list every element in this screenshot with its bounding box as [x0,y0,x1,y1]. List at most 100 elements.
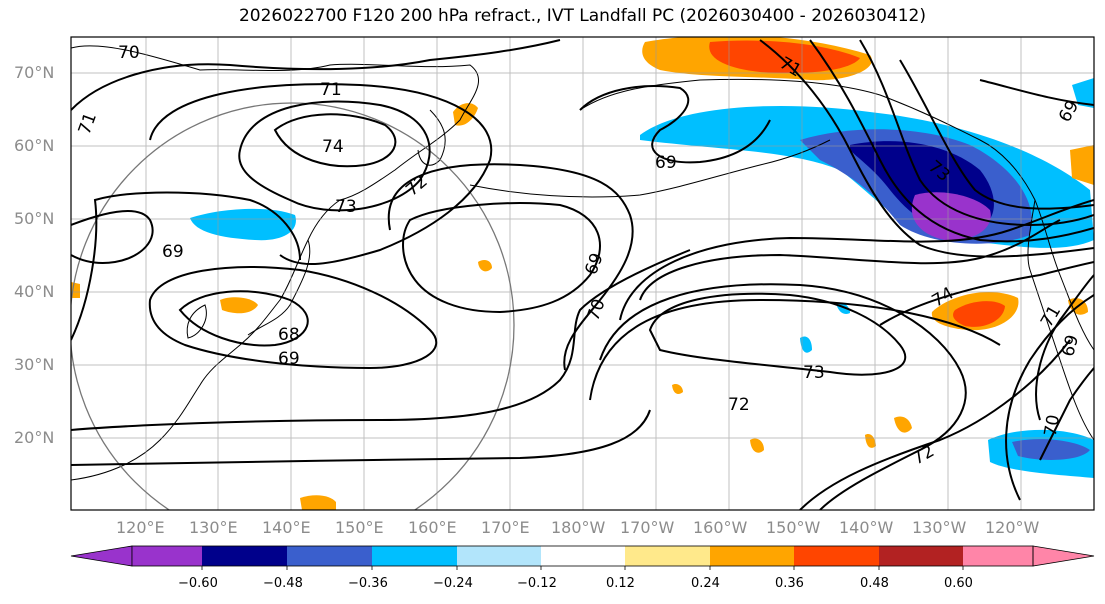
contour-72-se [799,339,1071,510]
colorbar-tick-label: 0.60 [944,576,973,591]
contour-label: 72 [728,395,750,415]
longitude-label: 180°W [551,518,606,537]
colorbar [70,545,1095,570]
colorbar-swatch [794,546,879,566]
contour-73-ring-east [639,219,1061,301]
contour-lines [71,39,1094,510]
longitude-label: 140°W [839,518,894,537]
colorbar-swatch [132,546,202,566]
longitude-label: 170°W [620,518,675,537]
contour-68 [178,290,309,347]
colorbar-extend-left [70,545,133,567]
contour-69-pacific [402,202,601,314]
contour-73-ring [238,100,431,212]
contour-label: 69 [278,349,300,369]
colorbar-swatch [457,546,541,566]
contour-label: 70 [1041,413,1064,438]
colorbar-tick-label: −0.48 [263,576,303,591]
korea-coastline [186,304,207,339]
colorbar-tick-label: 0.36 [775,576,804,591]
latitude-label: 20°N [14,428,55,447]
latitude-label: 50°N [14,209,55,228]
contour-label: 69 [162,242,184,262]
contour-72-ring-east [619,199,1094,321]
contour-71-south [589,298,1001,401]
latitude-label: 40°N [14,282,55,301]
negative-anomaly-extreme [911,192,991,241]
japan-coastline [247,239,311,336]
negative-anomaly-japan-sea [190,208,296,241]
latitude-label: 70°N [14,63,55,82]
positive-anomaly-south-pacific [300,495,336,510]
highlight-circle [71,102,515,510]
contour-70-pacific [71,249,691,431]
contour-jet-1 [759,39,1094,258]
positive-anomaly-arctic-core [709,40,860,74]
contour-73-south [648,292,907,376]
colorbar-swatch [625,546,710,566]
contour-label: 68 [278,325,300,345]
longitude-label: 160°W [693,518,748,537]
contour-jet-4 [899,59,1094,210]
contour-71-west [71,39,561,111]
contour-74-east [879,261,1094,326]
positive-anomaly-alaska-east [1070,145,1094,185]
positive-anomaly-hawaii-3 [750,438,764,453]
colorbar-tick-label: −0.24 [433,576,473,591]
colorbar-tick-label: −0.12 [517,576,557,591]
longitude-label: 120°W [985,518,1040,537]
contour-label: 73 [803,363,825,383]
contour-label: 73 [335,197,357,217]
longitude-label: 170°E [481,518,530,537]
colorbar-swatch [710,546,794,566]
contour-71-ne [979,79,1094,106]
contour-label: 70 [118,43,140,63]
contour-label: 74 [322,137,344,157]
alaska-coastline [579,78,1094,351]
positive-anomaly-hawaii-4 [672,383,683,394]
contour-74-ring [273,113,397,168]
colorbar-swatch [879,546,963,566]
colorbar-extend-right [1032,545,1095,567]
colorbar-swatch [372,546,457,566]
longitude-label: 150°W [766,518,821,537]
aleutian-arc [469,139,831,198]
contour-69-south [148,266,438,370]
colorbar-tick-label: −0.60 [178,576,218,591]
contour-jet-2 [809,39,1094,243]
longitude-label: 130°E [189,518,238,537]
colorbar-swatch [963,546,1033,566]
contour-70-west [71,191,301,341]
longitude-label: 130°W [912,518,967,537]
positive-anomaly-hawaii-1 [894,416,912,433]
colorbar-swatch [202,546,287,566]
longitude-label: 140°E [262,518,311,537]
map-title: 2026022700 F120 200 hPa refract., IVT La… [238,6,926,26]
negative-anomaly-mexico-core [1012,439,1090,460]
longitude-label: 160°E [408,518,457,537]
colorbar-swatch [541,546,625,566]
positive-anomaly-west-coast-core [953,301,1005,327]
colorbar-tick-label: −0.36 [348,576,388,591]
colorbar-tick-label: 0.12 [606,576,635,591]
positive-anomaly-kamchatka [453,103,478,126]
gridlines [71,37,1094,510]
contour-69-west [71,209,154,264]
contour-label: 71 [320,80,342,100]
contour-70-loop [387,163,634,371]
colorbar-tick-label: 0.48 [860,576,889,591]
contour-72-ring [149,83,493,265]
positive-anomaly-hawaii-2 [865,434,876,448]
colorbar-outline [131,545,1034,567]
latitude-label: 60°N [14,136,55,155]
contour-69-arctic [579,85,771,164]
contour-east-2 [1005,294,1094,501]
negative-anomaly-alaska-ne [1072,78,1094,108]
positive-anomaly-pacific [478,260,492,272]
north-america-coastline [1027,199,1094,441]
map-frame [70,36,1095,511]
latitude-label: 30°N [14,355,55,374]
colorbar-swatch [287,546,372,566]
positive-anomaly-korea [220,297,258,314]
